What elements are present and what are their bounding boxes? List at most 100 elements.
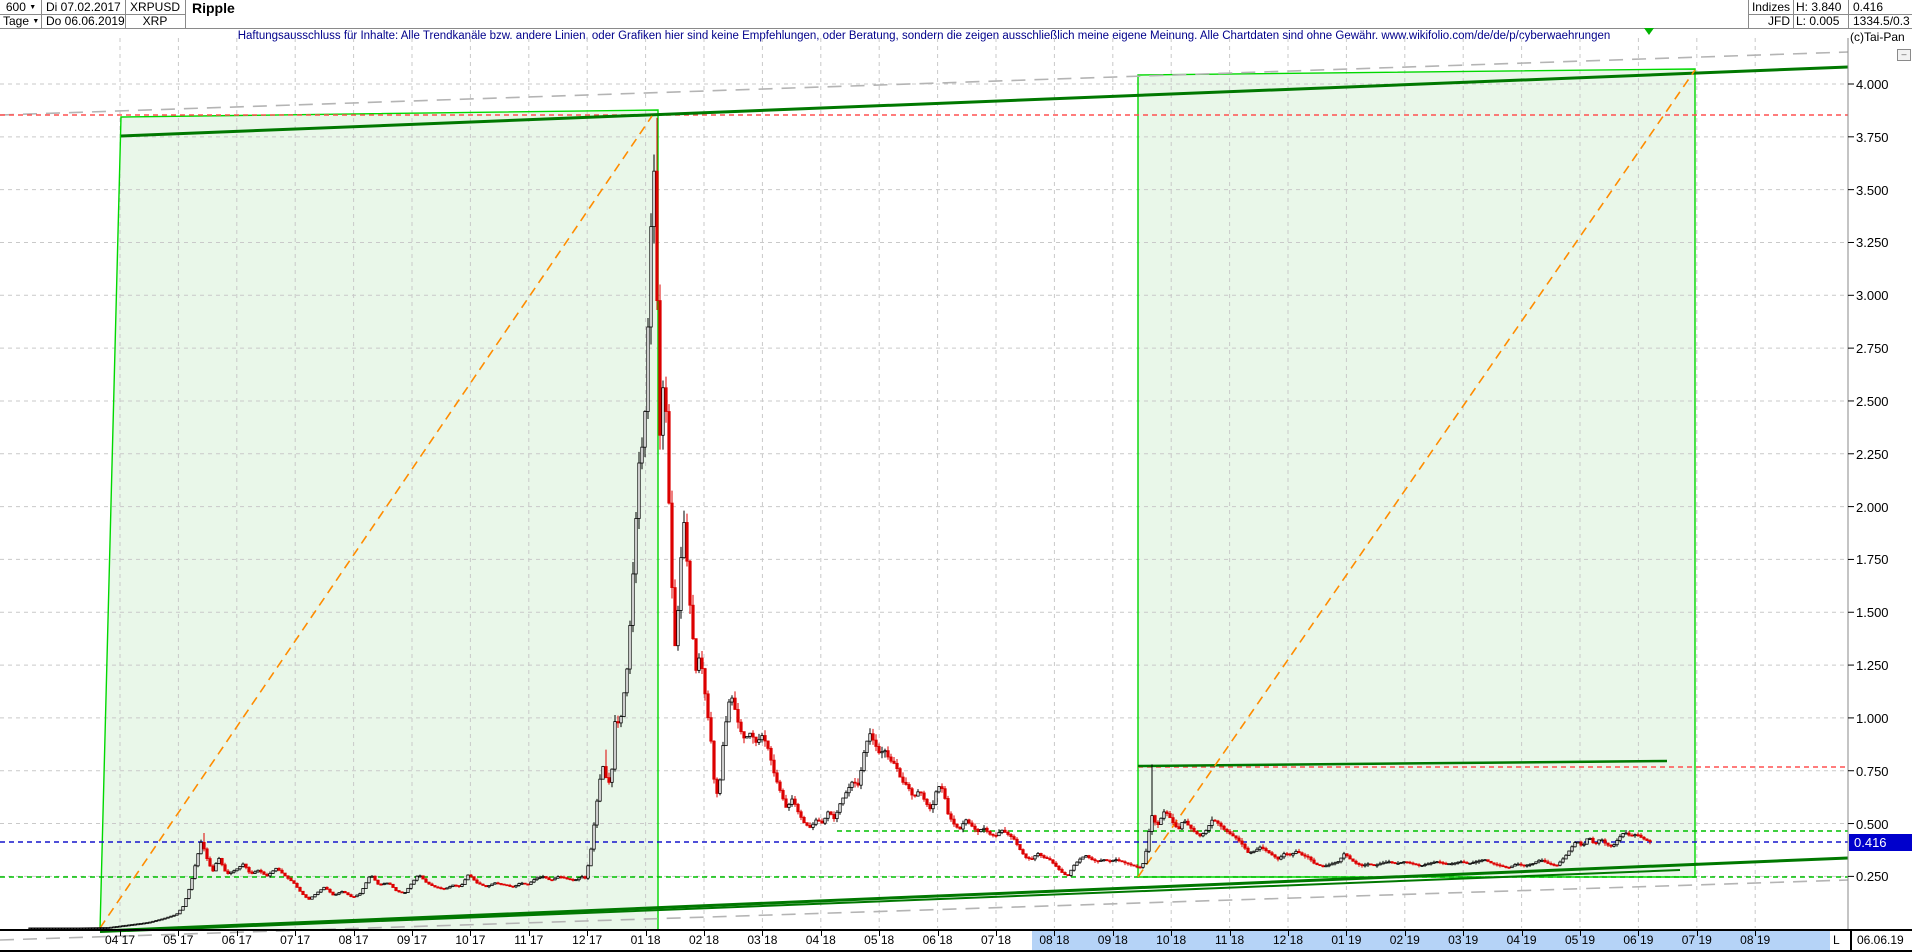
candle-body: [1198, 833, 1202, 837]
candle-body: [451, 884, 455, 887]
date-to[interactable]: Do 06.06.2019: [46, 14, 125, 28]
candle-body: [1330, 863, 1334, 866]
candle-body: [988, 831, 992, 835]
bars-count-dropdown[interactable]: 600 ▼: [5, 0, 37, 14]
candle-body: [1120, 860, 1124, 863]
candle-body: [1423, 864, 1427, 867]
orange-trendline[interactable]: [99, 115, 653, 929]
candle-body: [490, 883, 494, 887]
candle-body: [112, 926, 116, 929]
candle-body: [526, 883, 530, 886]
candle-body: [613, 721, 617, 770]
candle-body: [583, 876, 587, 879]
candle-body: [1546, 861, 1550, 864]
timeframe-dropdown[interactable]: Tage ▼: [3, 14, 40, 28]
candle-body: [1591, 837, 1595, 843]
candle-body: [1237, 837, 1241, 842]
candle-body: [1153, 815, 1157, 823]
candle-body: [1486, 859, 1490, 862]
candle-body: [1099, 859, 1103, 862]
candle-body: [1411, 862, 1415, 865]
candle-body: [1270, 852, 1274, 856]
candle-body: [961, 823, 965, 830]
date-from[interactable]: Di 07.02.2017: [46, 0, 121, 14]
candle-body: [505, 884, 509, 887]
end-date-label: 06.06.19: [1857, 933, 1904, 947]
x-tick: [1696, 931, 1698, 936]
candle-body: [1408, 861, 1412, 864]
candle-body: [700, 657, 704, 669]
candle-body: [1150, 815, 1154, 832]
candle-body: [1081, 856, 1085, 860]
candle-body: [166, 916, 170, 919]
candle-body: [919, 791, 923, 794]
candle-body: [436, 886, 440, 889]
candle-body: [265, 873, 269, 877]
candle-body: [1117, 859, 1121, 862]
candle-body: [400, 891, 404, 894]
candle-body: [1615, 840, 1619, 846]
candle-body: [781, 790, 785, 800]
minimize-button[interactable]: –: [1897, 49, 1911, 61]
candle-body: [658, 300, 662, 436]
candle-body: [403, 892, 407, 894]
candle-body: [364, 882, 368, 889]
candle-body: [1540, 859, 1544, 862]
candle-body: [715, 778, 719, 794]
candle-body: [1240, 840, 1244, 845]
candle-body: [1459, 861, 1463, 864]
candle-body: [391, 883, 395, 888]
green-trendline[interactable]: [1137, 759, 1668, 768]
candle-body: [577, 877, 581, 881]
candle-body: [355, 894, 359, 898]
green-trendline[interactable]: [99, 856, 1849, 933]
candle-body: [1060, 869, 1064, 873]
candle-body: [931, 804, 935, 810]
x-tick: [1054, 931, 1056, 936]
candle-body: [49, 927, 53, 930]
candle-body: [1441, 862, 1445, 864]
candle-body: [628, 625, 632, 670]
candle-body: [547, 877, 551, 881]
candle-body: [1312, 859, 1316, 864]
candle-body: [1039, 853, 1043, 856]
candle-body: [229, 871, 233, 874]
green-trendline[interactable]: [99, 869, 1681, 933]
green-trendline[interactable]: [120, 65, 1849, 138]
candle-body: [859, 770, 863, 786]
candle-body: [181, 906, 185, 911]
candle-body: [925, 798, 929, 805]
candle-body: [1372, 864, 1376, 867]
candle-body: [1276, 856, 1280, 860]
candle-body: [727, 701, 731, 723]
candle-body: [418, 875, 422, 878]
candle-body: [1063, 872, 1067, 876]
candle-body: [1450, 863, 1454, 866]
orange-trendline[interactable]: [1137, 69, 1696, 878]
candle-body: [913, 794, 917, 797]
candle-body: [1252, 850, 1256, 853]
candle-body: [1111, 859, 1115, 862]
candle-body: [1453, 862, 1457, 865]
candle-body: [1561, 858, 1565, 863]
candle-body: [457, 885, 461, 887]
y-axis-label: 0.250: [1856, 869, 1889, 885]
candle-body: [1126, 862, 1130, 865]
candle-body: [76, 927, 80, 930]
x-axis-label: 07 17: [280, 933, 311, 947]
candle-body: [1456, 861, 1460, 864]
candle-body: [1327, 864, 1331, 867]
candle-body: [991, 833, 995, 836]
candle-body: [1612, 844, 1616, 847]
candle-body: [469, 874, 473, 878]
candle-body: [1507, 866, 1511, 869]
candle-body: [1504, 866, 1508, 868]
x-axis-label: 04 18: [805, 933, 836, 947]
divider: [185, 0, 186, 28]
candle-body: [733, 697, 737, 710]
candle-body: [607, 777, 611, 783]
indizes-label[interactable]: Indizes: [1751, 0, 1790, 14]
candle-body: [1639, 834, 1643, 838]
